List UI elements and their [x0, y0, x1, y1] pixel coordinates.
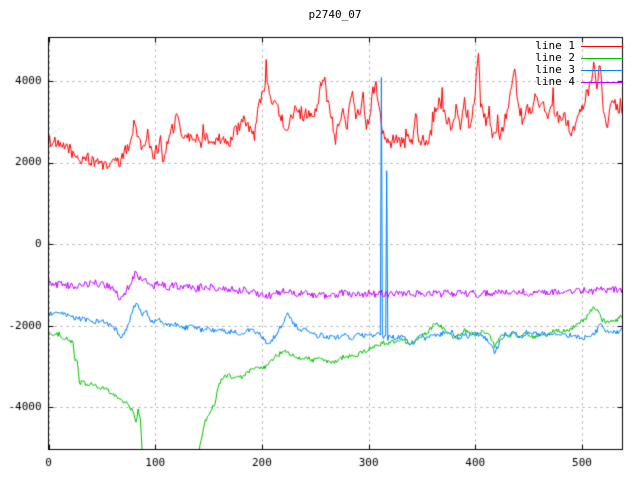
- legend-label-line-1: line 1: [535, 39, 575, 52]
- legend: line 1 line 2 line 3 line 4: [535, 40, 623, 88]
- legend-label-line-3: line 3: [535, 63, 575, 76]
- legend-label-line-4: line 4: [535, 75, 575, 88]
- chart-title: p2740_07: [308, 8, 362, 21]
- legend-item-line-2: line 2: [535, 52, 623, 64]
- legend-item-line-4: line 4: [535, 76, 623, 88]
- legend-item-line-3: line 3: [535, 64, 623, 76]
- legend-sample-line-3-icon: [581, 69, 623, 71]
- legend-label-line-2: line 2: [535, 51, 575, 64]
- legend-sample-line-4-icon: [581, 81, 623, 83]
- legend-sample-line-1-icon: [581, 45, 623, 47]
- legend-sample-line-2-icon: [581, 57, 623, 59]
- legend-item-line-1: line 1: [535, 40, 623, 52]
